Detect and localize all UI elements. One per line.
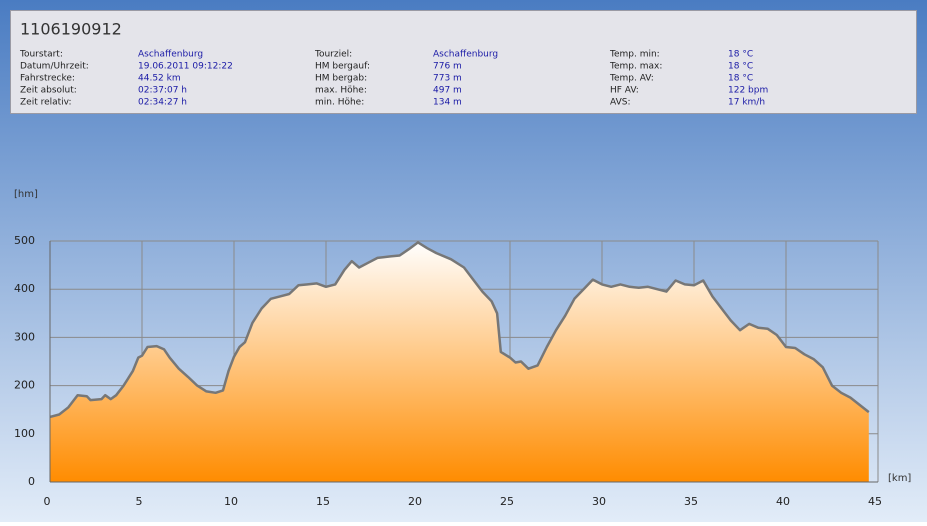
info-value: Aschaffenburg <box>138 50 203 60</box>
y-tick-label: 400 <box>14 282 35 295</box>
info-value: 19.06.2011 09:12:22 <box>138 62 233 72</box>
info-label: Fahrstrecke: <box>20 74 75 84</box>
info-label: Datum/Uhrzeit: <box>20 62 89 72</box>
info-label: AVS: <box>610 98 630 108</box>
info-value: 18 °C <box>728 50 753 60</box>
info-label: Temp. AV: <box>609 74 654 84</box>
x-tick-label: 10 <box>224 495 238 508</box>
y-axis-label: [hm] <box>14 189 38 200</box>
x-tick-label: 20 <box>408 495 422 508</box>
x-tick-label: 5 <box>136 495 143 508</box>
x-axis-label: [km] <box>888 473 911 484</box>
info-value: 02:37:07 h <box>138 86 187 96</box>
y-tick-label: 300 <box>14 330 35 343</box>
x-tick-label: 45 <box>868 495 882 508</box>
info-label: Tourstart: <box>19 50 63 60</box>
info-value: 134 m <box>433 98 462 108</box>
y-tick-label: 500 <box>14 234 35 247</box>
info-value: Aschaffenburg <box>433 50 498 60</box>
info-value: 18 °C <box>728 62 753 72</box>
info-value: 02:34:27 h <box>138 98 187 108</box>
info-label: HM bergauf: <box>315 62 370 72</box>
info-label: min. Höhe: <box>315 98 364 108</box>
info-value: 497 m <box>433 86 462 96</box>
info-label: Tourziel: <box>314 50 352 60</box>
x-tick-label: 35 <box>684 495 698 508</box>
info-label: max. Höhe: <box>315 86 367 96</box>
info-value: 776 m <box>433 62 462 72</box>
x-tick-label: 0 <box>44 495 51 508</box>
info-panel <box>10 10 917 114</box>
info-table: Tourstart: Aschaffenburg Datum/Uhrzeit: 19.… <box>19 50 768 108</box>
x-tick-label: 40 <box>776 495 790 508</box>
info-label: Zeit absolut: <box>20 86 77 96</box>
y-tick-label: 200 <box>14 379 35 392</box>
info-value: 17 km/h <box>728 98 765 108</box>
x-tick-label: 15 <box>316 495 330 508</box>
info-label: HF AV: <box>610 86 639 96</box>
info-label: Zeit relativ: <box>20 98 72 108</box>
x-tick-label: 25 <box>500 495 514 508</box>
info-value: 122 bpm <box>728 86 768 96</box>
info-label: Temp. max: <box>609 62 662 72</box>
info-value: 44.52 km <box>138 74 181 84</box>
profile-line <box>49 241 870 419</box>
info-label: Temp. min: <box>609 50 660 60</box>
tour-id: 1106190912 <box>20 20 122 39</box>
y-tick-label: 0 <box>28 475 35 488</box>
info-value: 773 m <box>433 74 462 84</box>
area <box>50 242 869 482</box>
plot: 0 100 200 300 400 500 0 5 10 15 20 25 30 35 40 45 [hm] [k… <box>14 189 911 508</box>
info-value: 18 °C <box>728 74 753 84</box>
y-tick-label: 100 <box>14 427 35 440</box>
x-tick-label: 30 <box>592 495 606 508</box>
info-label: HM bergab: <box>315 74 367 84</box>
